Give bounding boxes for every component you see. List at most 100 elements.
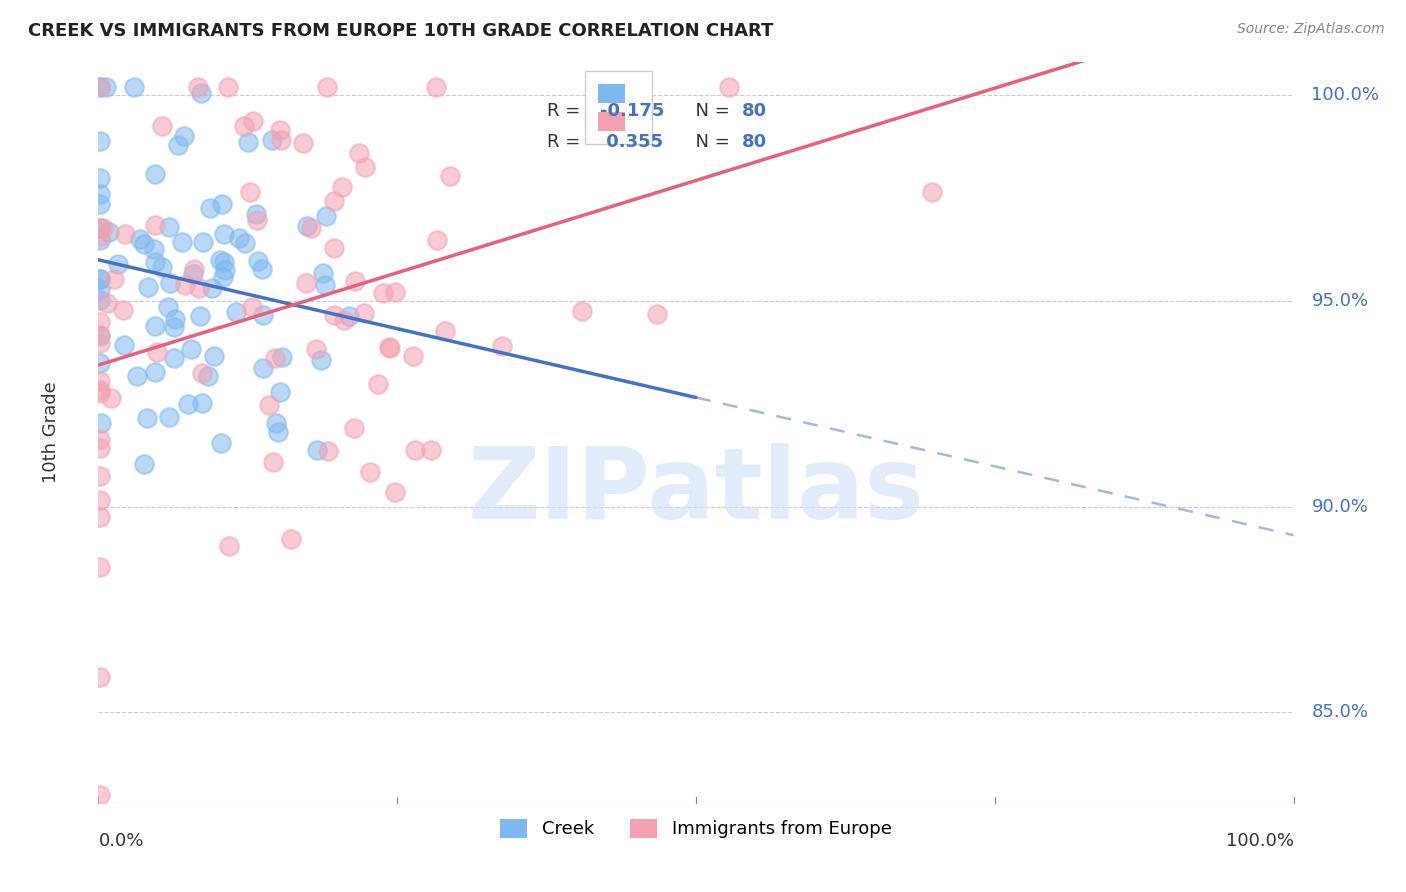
Point [89,221,111,235]
Point [114,227,136,242]
Point [112,303,135,318]
Point [89,374,111,388]
Point [91,221,114,235]
Text: 85.0%: 85.0% [1312,703,1368,722]
Point [425,80,447,95]
Point [167,137,190,152]
Point [150,119,173,133]
Point [183,261,205,276]
Point [571,304,593,318]
Point [89,432,111,446]
Point [89,134,111,148]
Point [100,391,122,405]
Point [252,308,274,322]
Point [439,169,461,184]
Point [157,220,180,235]
Text: N =: N = [685,133,735,151]
Point [214,262,236,277]
Point [402,350,425,364]
Point [209,436,232,450]
Point [295,276,318,290]
Text: N =: N = [685,102,735,120]
Point [921,186,943,200]
Point [103,272,125,286]
Point [89,670,111,684]
Point [89,328,111,343]
Point [142,242,165,256]
Point [384,285,406,299]
Point [318,444,340,458]
Point [238,136,260,150]
Point [426,233,449,247]
Point [89,509,111,524]
Point [270,133,292,147]
Point [89,441,111,455]
Point [173,129,195,144]
Point [157,409,180,424]
Point [132,236,155,251]
Point [89,385,111,400]
Point [280,532,302,546]
Point [197,368,219,383]
Point [233,119,256,133]
Point [404,442,426,457]
Point [89,383,111,397]
Point [200,201,222,215]
Point [89,315,111,329]
Point [245,207,267,221]
Point [89,788,111,802]
Point [378,340,401,354]
Point [157,301,180,315]
Point [98,225,121,239]
Point [217,80,239,95]
Point [89,221,111,235]
Point [211,197,233,211]
Point [343,420,366,434]
Point [89,233,111,247]
Point [311,353,333,368]
Point [434,324,457,338]
Point [291,136,314,150]
Point [180,342,202,356]
Point [378,341,401,355]
Point [191,367,214,381]
Point [267,425,290,440]
Point [218,539,240,553]
Text: 10th Grade: 10th Grade [42,382,59,483]
Point [172,235,194,249]
Point [89,356,111,370]
Point [89,335,111,350]
Point [146,345,169,359]
Point [193,235,215,249]
Point [240,301,263,315]
Text: 90.0%: 90.0% [1312,498,1368,516]
Point [159,276,181,290]
Point [384,485,406,500]
Point [89,187,111,202]
Point [181,267,204,281]
Point [190,395,212,409]
Point [89,171,111,186]
Legend: Creek, Immigrants from Europe: Creek, Immigrants from Europe [494,812,898,846]
Point [211,269,233,284]
Point [299,221,322,235]
Point [143,255,166,269]
Point [143,167,166,181]
Point [491,338,513,352]
Point [163,320,186,334]
Point [332,180,354,194]
Point [89,272,111,286]
Text: 0.0%: 0.0% [98,832,143,850]
Point [645,307,668,321]
Point [297,219,319,233]
Point [177,397,200,411]
Text: 80: 80 [741,102,766,120]
Point [371,286,394,301]
Point [214,254,236,268]
Point [127,368,149,383]
Point [89,468,111,483]
Point [250,261,273,276]
Point [90,417,112,431]
Point [305,342,328,356]
Point [143,218,166,232]
